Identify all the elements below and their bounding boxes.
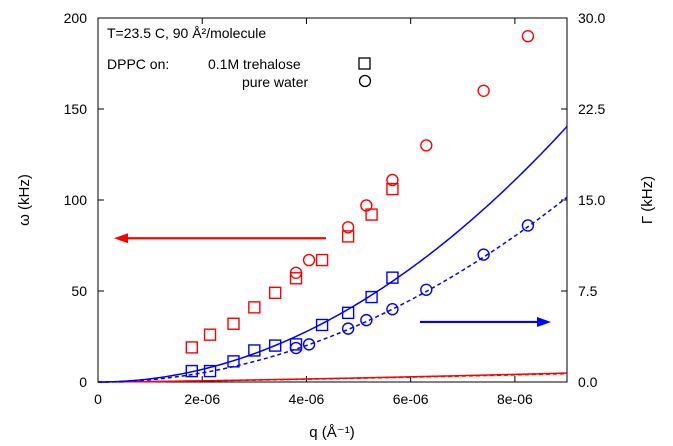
fit-curve-omega-dashed [97,372,568,383]
data-point-square-omega [227,317,240,330]
data-point-square-omega [341,230,355,243]
x-tick-label: 4e-06 [289,391,325,407]
data-point-square-gamma [341,306,355,320]
data-point-circle-gamma [341,322,355,335]
arrow-head-right [537,316,551,327]
data-point-circle-omega [521,30,535,43]
legend: T=23.5 C, 90 Å²/molecule DPPC on: 0.1M t… [107,25,372,90]
data-point-circle-gamma [420,283,433,296]
legend-label-trehalose: 0.1M trehalose [208,56,301,72]
data-point-square-gamma [289,338,303,351]
data-point-circle-omega [477,84,490,98]
fit-curve-gamma-dashed [98,196,568,383]
data-point-square-omega [268,286,282,300]
y-right-tick-label: 7.5 [578,283,598,299]
x-tick-label: 0 [94,391,102,407]
y-left-tick-label: 50 [71,283,87,299]
data-point-circle-omega [302,253,316,267]
data-point-square-gamma [315,318,329,332]
y-right-tick-label: 0.0 [578,374,598,390]
data-point-circle-gamma [521,219,535,232]
data-point-square-omega [185,341,199,354]
data-point-circle-omega [386,173,399,187]
arrow-head-left [114,233,128,244]
legend-circle-marker [358,74,372,88]
data-point-square-gamma [268,339,282,352]
data-markers [185,30,535,378]
data-point-circle-omega [420,139,433,152]
data-point-square-omega [203,328,217,341]
data-point-square-omega [289,272,303,285]
x-axis-label: q (Å⁻¹) [309,424,354,441]
data-point-circle-gamma [386,303,399,316]
data-point-square-omega [365,208,378,221]
x-tick-label: 2e-06 [184,391,220,407]
y-axis-label-left: ω (kHz) [16,174,33,226]
data-point-square-omega [248,301,261,314]
data-point-square-gamma [203,364,217,378]
y-left-tick-label: 200 [64,10,88,26]
annotation-conditions: T=23.5 C, 90 Å²/molecule [107,25,266,41]
data-point-square-gamma [386,271,399,284]
fit-curves [97,125,568,383]
data-point-circle-omega [341,221,355,234]
fit-curve-gamma-solid [97,125,568,383]
data-point-circle-omega [360,199,373,212]
data-point-square-gamma [227,355,240,368]
y-right-tick-label: 15.0 [578,192,605,208]
direction-arrows [114,233,551,327]
data-point-circle-omega [289,266,303,279]
data-point-circle-gamma [289,341,303,355]
x-tick-label: 6e-06 [393,391,429,407]
data-point-square-gamma [365,290,378,304]
y-right-tick-label: 22.5 [578,101,605,117]
y-axis-label-right: Γ (kHz) [639,176,656,224]
x-tick-label: 8e-06 [497,391,533,407]
y-left-tick-label: 150 [64,101,88,117]
data-point-square-gamma [185,364,199,378]
legend-label-water: pure water [242,74,308,90]
data-point-square-omega [315,253,329,267]
legend-prefix: DPPC on: [107,56,169,72]
y-right-tick-label: 30.0 [578,10,605,26]
data-point-circle-gamma [477,248,490,261]
data-point-circle-gamma [302,338,316,351]
plot-frame [97,17,568,383]
data-point-circle-gamma [360,313,373,327]
y-left-tick-label: 0 [79,374,87,390]
data-point-square-omega [386,182,399,196]
y-left-tick-label: 100 [64,192,88,208]
data-point-square-gamma [248,344,261,357]
axis-ticks: 0 2e-06 4e-06 6e-06 8e-06 0 50 100 150 200 0.0 7.5 1… [64,10,606,407]
legend-square-marker [358,57,371,70]
